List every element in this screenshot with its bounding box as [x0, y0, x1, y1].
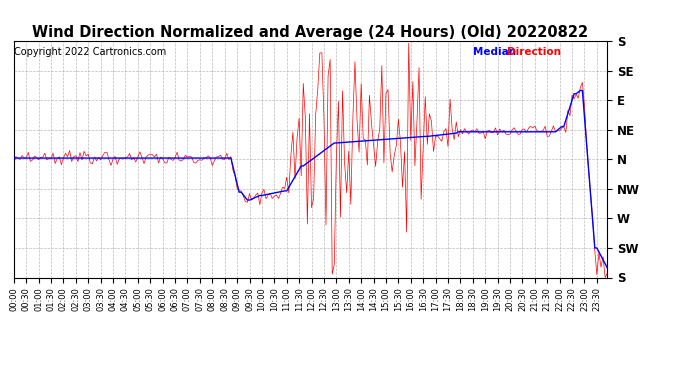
Text: Median: Median — [473, 47, 516, 57]
Title: Wind Direction Normalized and Average (24 Hours) (Old) 20220822: Wind Direction Normalized and Average (2… — [32, 25, 589, 40]
Text: Copyright 2022 Cartronics.com: Copyright 2022 Cartronics.com — [14, 47, 166, 57]
Text: Direction: Direction — [507, 47, 561, 57]
